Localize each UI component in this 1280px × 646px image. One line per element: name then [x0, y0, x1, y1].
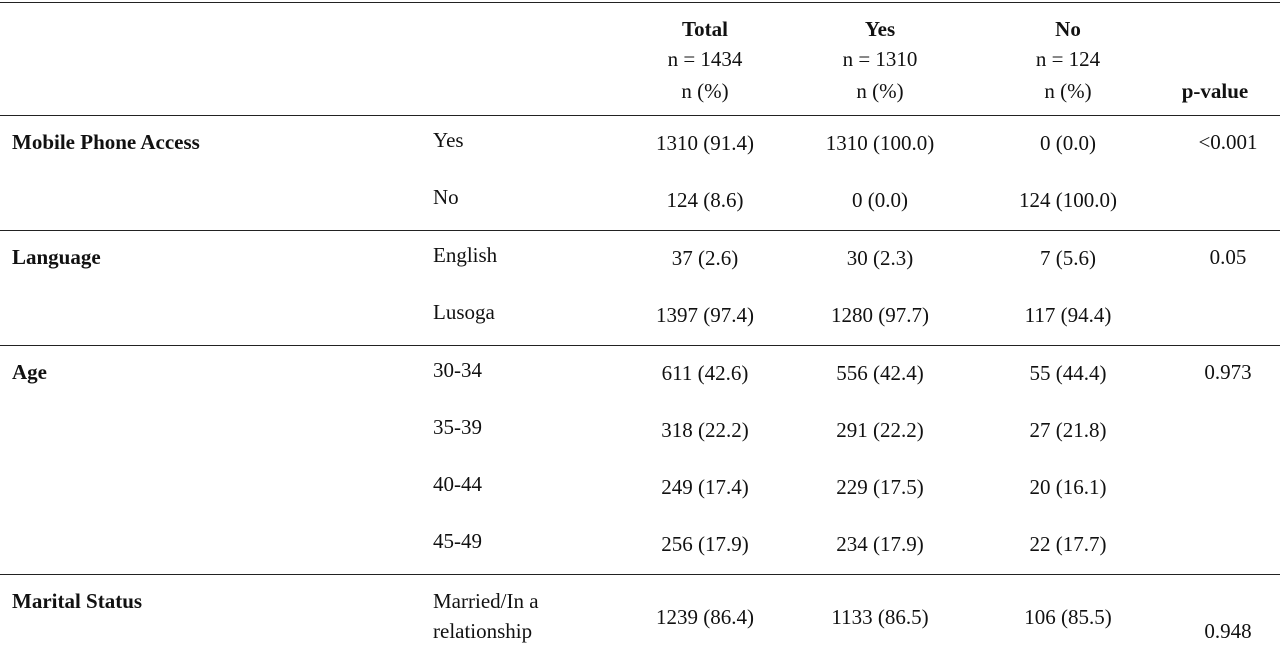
group-label: Mobile Phone Access [12, 130, 200, 154]
cell: 1397 (97.4) [656, 303, 754, 327]
row-level: 35-39 [433, 415, 482, 439]
cell: 0 (0.0) [1040, 131, 1096, 155]
p-value: 0.973 [1204, 360, 1252, 384]
cell: 1280 (97.7) [831, 303, 929, 327]
cell: 22 (17.7) [1029, 532, 1107, 556]
rule [0, 115, 1280, 116]
rule [0, 345, 1280, 346]
column-unit: n (%) [1044, 79, 1092, 103]
column-unit: n (%) [856, 79, 904, 103]
cell: 124 (8.6) [666, 188, 744, 212]
column-title: Yes [864, 17, 896, 41]
cell: 1239 (86.4) [656, 605, 754, 629]
column-unit: n (%) [681, 79, 729, 103]
group-label: Marital Status [12, 589, 143, 613]
column-n: n = 1310 [842, 47, 918, 71]
column-title: Total [682, 17, 728, 41]
cell: 1310 (100.0) [825, 131, 935, 155]
rule [0, 574, 1280, 575]
cell: 117 (94.4) [1024, 303, 1112, 327]
cell: 291 (22.2) [836, 418, 924, 442]
cell: 318 (22.2) [661, 418, 749, 442]
cell: 37 (2.6) [671, 246, 739, 270]
row-level: Yes [433, 128, 464, 152]
cell: 256 (17.9) [661, 532, 749, 556]
p-value: 0.05 [1209, 245, 1247, 269]
row-level: 40-44 [433, 472, 482, 496]
cell: 0 (0.0) [852, 188, 908, 212]
cell: 20 (16.1) [1029, 475, 1107, 499]
column-n: n = 1434 [667, 47, 743, 71]
group-label: Age [12, 360, 47, 384]
rule [0, 230, 1280, 231]
cell: 234 (17.9) [836, 532, 924, 556]
cell: 1310 (91.4) [656, 131, 754, 155]
row-level: No [433, 185, 459, 209]
p-value-header: p-value [1181, 79, 1249, 103]
column-n: n = 124 [1035, 47, 1101, 71]
p-value: 0.948 [1204, 619, 1252, 643]
row-level: 45-49 [433, 529, 482, 553]
cell: 556 (42.4) [836, 361, 924, 385]
p-value: <0.001 [1198, 130, 1258, 154]
cell: 55 (44.4) [1029, 361, 1107, 385]
row-level: Lusoga [433, 300, 495, 324]
cell: 7 (5.6) [1040, 246, 1096, 270]
row-level: 30-34 [433, 358, 482, 382]
cell: 249 (17.4) [661, 475, 749, 499]
row-level: Married/In a relationship [433, 589, 539, 643]
column-title: No [1055, 17, 1081, 41]
cell: 611 (42.6) [661, 361, 749, 385]
group-label: Language [12, 245, 101, 269]
cell: 27 (21.8) [1029, 418, 1107, 442]
cell: 1133 (86.5) [831, 605, 929, 629]
cell: 124 (100.0) [1019, 188, 1117, 212]
cell: 106 (85.5) [1024, 605, 1112, 629]
rule [0, 2, 1280, 3]
cell: 229 (17.5) [836, 475, 924, 499]
cell: 30 (2.3) [846, 246, 914, 270]
row-level: English [433, 243, 498, 267]
